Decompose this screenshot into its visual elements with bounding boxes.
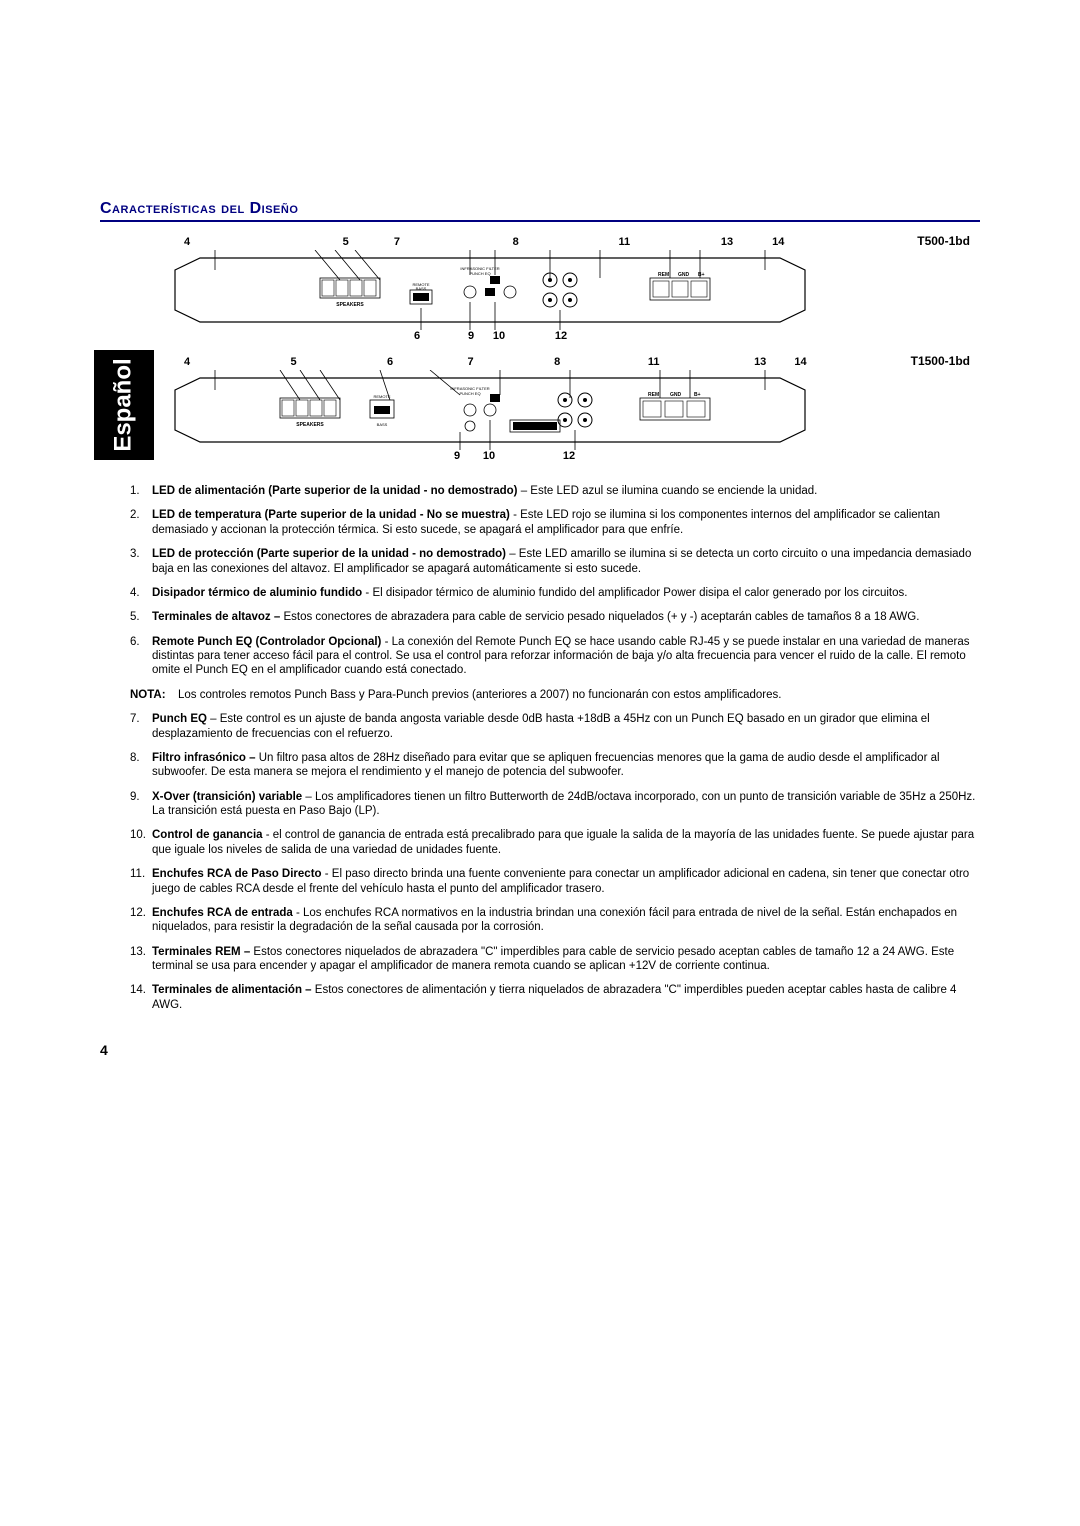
model-label: T500-1bd: [880, 234, 970, 248]
callout: 12: [562, 450, 576, 462]
callout: 4: [180, 356, 194, 368]
svg-text:PUNCH EQ: PUNCH EQ: [459, 391, 480, 396]
callout: 6: [383, 356, 397, 368]
note: NOTA: Los controles remotos Punch Bass y…: [130, 688, 980, 702]
amplifier-diagram-2: SPEAKERS REMOTE BASS INFRASONIC FILTER P…: [170, 370, 810, 450]
diagram-2-top-callouts: 4 5 6 7 8 11 13 14 T1500-1bd: [170, 354, 980, 370]
callout: 5: [339, 236, 353, 248]
callout: 11: [617, 236, 631, 248]
callout: 4: [180, 236, 194, 248]
svg-text:SPEAKERS: SPEAKERS: [296, 422, 324, 428]
list-item: 6.Remote Punch EQ (Controlador Opcional)…: [130, 635, 980, 678]
list-item: 11.Enchufes RCA de Paso Directo - El pas…: [130, 867, 980, 896]
callout: 14: [793, 356, 807, 368]
speakers-label: SPEAKERS: [336, 302, 364, 308]
callout: 10: [492, 330, 506, 342]
callout: 11: [647, 356, 661, 368]
callout: 10: [482, 450, 496, 462]
amplifier-diagram-1: SPEAKERS REMOTE BASS INFRASONIC FILTER P…: [170, 250, 810, 330]
list-item: 4.Disipador térmico de aluminio fundido …: [130, 586, 980, 600]
callout: 13: [753, 356, 767, 368]
svg-text:BASS: BASS: [416, 286, 427, 291]
callout: 12: [554, 330, 568, 342]
callout: 14: [771, 236, 785, 248]
feature-list-continued: 7.Punch EQ – Este control es un ajuste d…: [130, 712, 980, 1012]
svg-text:GND: GND: [678, 272, 690, 278]
diagram-1-top-callouts: 4 5 7 8 11 13 14 T500-1bd: [170, 234, 980, 250]
callout: 5: [287, 356, 301, 368]
model-label: T1500-1bd: [880, 354, 970, 368]
callout: 9: [450, 450, 464, 462]
note-text: Los controles remotos Punch Bass y Para-…: [178, 688, 781, 702]
list-item: 7.Punch EQ – Este control es un ajuste d…: [130, 712, 980, 741]
callout: 9: [464, 330, 478, 342]
callout: 13: [720, 236, 734, 248]
list-item: 8.Filtro infrasónico – Un filtro pasa al…: [130, 751, 980, 780]
language-side-tab: Español: [94, 350, 154, 460]
diagram-1-bottom-callouts: 6 9 10 12: [170, 330, 980, 344]
svg-text:B+: B+: [698, 272, 705, 278]
diagram-1: 4 5 7 8 11 13 14 T500-1bd: [170, 234, 980, 344]
section-heading: Características del Diseño: [100, 200, 980, 222]
svg-text:BASS: BASS: [377, 422, 388, 427]
svg-text:REM: REM: [658, 272, 669, 278]
callout: 6: [410, 330, 424, 342]
list-item: 5.Terminales de altavoz – Estos conector…: [130, 610, 980, 624]
list-item: 9.X-Over (transición) variable – Los amp…: [130, 790, 980, 819]
list-item: 2.LED de temperatura (Parte superior de …: [130, 508, 980, 537]
svg-text:B+: B+: [694, 392, 701, 398]
callout: 8: [509, 236, 523, 248]
list-item: 1.LED de alimentación (Parte superior de…: [130, 484, 980, 498]
svg-text:GND: GND: [670, 392, 682, 398]
page: Español Características del Diseño 4 5 7…: [0, 0, 1080, 1118]
callout: 8: [550, 356, 564, 368]
list-item: 10.Control de ganancia - el control de g…: [130, 828, 980, 857]
diagrams-area: 4 5 7 8 11 13 14 T500-1bd: [170, 234, 980, 464]
page-number: 4: [100, 1042, 980, 1058]
diagram-2-bottom-callouts: 9 10 12: [170, 450, 980, 464]
svg-text:PUNCH EQ: PUNCH EQ: [469, 271, 490, 276]
feature-list: 1.LED de alimentación (Parte superior de…: [130, 484, 980, 678]
callout: 7: [464, 356, 478, 368]
callout: 7: [390, 236, 404, 248]
list-item: 3.LED de protección (Parte superior de l…: [130, 547, 980, 576]
svg-text:REMOTE: REMOTE: [373, 394, 390, 399]
list-item: 12.Enchufes RCA de entrada - Los enchufe…: [130, 906, 980, 935]
svg-text:REM: REM: [648, 392, 659, 398]
diagram-2: 4 5 6 7 8 11 13 14 T1500-1bd: [170, 354, 980, 464]
list-item: 13.Terminales REM – Estos conectores niq…: [130, 945, 980, 974]
language-label: Español: [110, 358, 138, 451]
list-item: 14.Terminales de alimentación – Estos co…: [130, 983, 980, 1012]
